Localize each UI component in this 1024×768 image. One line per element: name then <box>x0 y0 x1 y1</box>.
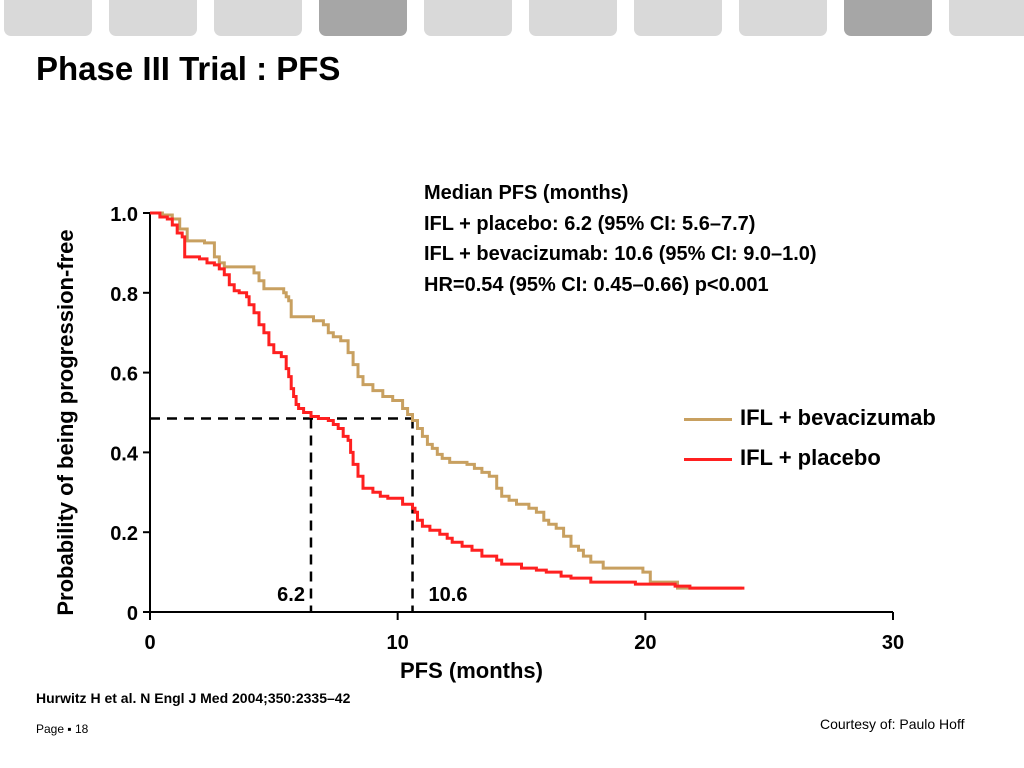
y-tick-label: 0.2 <box>110 523 138 545</box>
legend-label-placebo: IFL + placebo <box>740 445 881 470</box>
header-tab <box>529 0 617 36</box>
header-tab <box>319 0 407 36</box>
x-tick-label: 10 <box>387 632 409 654</box>
courtesy-credit: Courtesy of: Paulo Hoff <box>820 716 965 732</box>
median-pfs-heading: Median PFS (months) <box>424 182 629 204</box>
y-tick-label: 0.4 <box>110 443 139 465</box>
header-tab <box>424 0 512 36</box>
x-tick-label: 20 <box>634 632 656 654</box>
series-line-bevacizumab <box>150 211 742 590</box>
y-tick-label: 0.6 <box>110 364 138 386</box>
x-tick-label: 30 <box>882 632 904 654</box>
page-number: Page ▪ 18 <box>36 722 89 736</box>
y-tick-label: 1.0 <box>110 204 138 226</box>
median-pfs-bevacizumab: IFL + bevacizumab: 10.6 (95% CI: 9.0–1.0… <box>424 243 817 265</box>
header-tab <box>214 0 302 36</box>
legend-swatch-bevacizumab <box>684 418 732 421</box>
header-tab <box>844 0 932 36</box>
y-tick-label: 0.8 <box>110 284 138 306</box>
hazard-ratio: HR=0.54 (95% CI: 0.45–0.66) p<0.001 <box>424 273 769 296</box>
x-axis-label: PFS (months) <box>400 658 543 683</box>
median-pfs-info: Median PFS (months) IFL + placebo: 6.2 (… <box>424 178 817 300</box>
slide-title: Phase III Trial : PFS <box>36 50 341 87</box>
y-axis-label: Probability of being progression-free <box>53 229 78 615</box>
annotation-median-placebo: 6.2 <box>277 584 305 606</box>
median-pfs-placebo: IFL + placebo: 6.2 (95% CI: 5.6–7.7) <box>424 212 756 235</box>
x-tick-label: 0 <box>144 632 155 654</box>
header-tab <box>4 0 92 36</box>
y-tick-label: 0 <box>127 603 138 625</box>
legend-swatch-placebo <box>684 458 732 461</box>
series-line-placebo <box>150 211 745 590</box>
annotation-median-bevacizumab: 10.6 <box>429 584 468 606</box>
header-tab <box>109 0 197 36</box>
header-tab <box>739 0 827 36</box>
header-tab <box>634 0 722 36</box>
legend-label-bevacizumab: IFL + bevacizumab <box>740 405 936 430</box>
citation: Hurwitz H et al. N Engl J Med 2004;350:2… <box>36 690 351 706</box>
header-tab <box>949 0 1024 36</box>
header-tab-bar <box>0 0 1024 36</box>
